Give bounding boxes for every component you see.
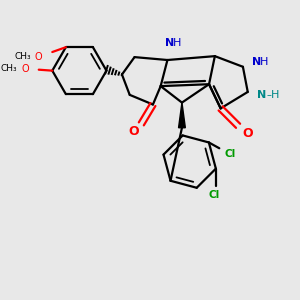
Text: H: H xyxy=(271,90,279,100)
Text: Cl: Cl xyxy=(208,190,220,200)
Text: O: O xyxy=(21,64,29,74)
Text: –: – xyxy=(267,90,272,100)
Text: O: O xyxy=(128,125,139,138)
Text: N: N xyxy=(252,57,261,67)
Text: CH₃: CH₃ xyxy=(1,64,17,73)
Text: O: O xyxy=(35,52,43,62)
Text: H: H xyxy=(173,38,181,48)
Text: N: N xyxy=(257,90,266,100)
Text: CH₃: CH₃ xyxy=(14,52,31,62)
Text: Cl: Cl xyxy=(224,149,236,159)
Polygon shape xyxy=(178,103,185,128)
Text: O: O xyxy=(242,127,253,140)
Text: N: N xyxy=(165,38,174,48)
Text: H: H xyxy=(260,57,269,67)
